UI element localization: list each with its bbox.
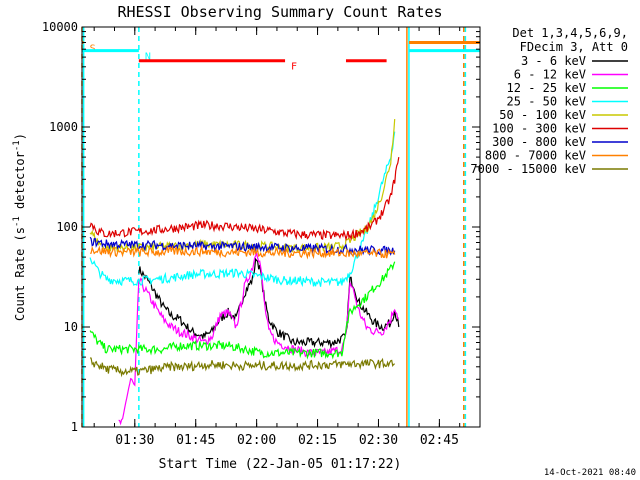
legend-header-line-1: Det 1,3,4,5,6,9, (512, 26, 628, 40)
series-line-6 (89, 236, 396, 257)
axes: 1 10 100 1000 10000 01:30 01:45 02:00 02:15 02:30… (42, 20, 481, 448)
legend-entry-label-6: 300 - 800 keV (492, 135, 586, 149)
legend-entry-label-4: 50 - 100 keV (499, 108, 586, 122)
legend-entry-label-3: 25 - 50 keV (507, 95, 586, 109)
status-bar-label-1: N (145, 52, 151, 63)
legend-header-line-2: FDecim 3, Att 0 (520, 40, 628, 54)
series-line-8 (89, 357, 396, 378)
x-tick-label-3: 02:15 (298, 433, 337, 448)
y-tick-label-1: 10 (64, 320, 78, 334)
legend-entry-label-7: 800 - 7000 keV (485, 149, 586, 163)
series-line-0 (138, 257, 400, 350)
plot-content: S N F (81, 27, 480, 427)
chart-title: RHESSI Observing Summary Count Rates (117, 3, 442, 21)
legend-entry-label-8: 7000 - 15000 keV (470, 162, 586, 176)
y-axis-label-end: ) (13, 133, 27, 140)
series-line-7 (90, 244, 396, 260)
x-tick-label-5: 02:45 (420, 433, 459, 448)
series-line-4 (89, 119, 396, 255)
x-tick-label-1: 01:45 (176, 433, 215, 448)
legend-entry-label-1: 6 - 12 keV (514, 68, 586, 82)
y-axis-label-mid: detector (13, 151, 27, 216)
y-axis-label-main: Count Rate (s (13, 227, 27, 321)
y-tick-label-0: 1 (71, 420, 78, 434)
legend-entry-label-0: 3 - 6 keV (521, 54, 586, 68)
y-axis-label-sup2: -1 (12, 140, 22, 151)
y-tick-label-4: 10000 (42, 20, 78, 34)
status-bar-label-0: S (90, 43, 96, 54)
x-axis-label: Start Time (22-Jan-05 01:17:22) (159, 457, 402, 472)
footer-date: 14-Oct-2021 08:40 (544, 468, 636, 478)
x-tick-label-0: 01:30 (115, 433, 154, 448)
legend: Det 1,3,4,5,6,9, FDecim 3, Att 0 3 - 6 k… (470, 26, 628, 176)
series-line-5 (89, 157, 400, 242)
legend-entry-label-5: 100 - 300 keV (492, 122, 586, 136)
series-line-2 (89, 261, 396, 360)
series-line-3 (89, 131, 396, 288)
plot-frame (81, 26, 481, 428)
y-axis-label-sup1: -1 (12, 216, 22, 227)
y-axis-label: Count Rate (s-1 detector-1) (12, 133, 27, 321)
x-tick-label-4: 02:30 (359, 433, 398, 448)
status-bar-label-2: F (291, 62, 297, 73)
x-tick-label-2: 02:00 (237, 433, 276, 448)
y-tick-label-3: 1000 (49, 120, 78, 134)
legend-entry-label-2: 12 - 25 keV (507, 81, 586, 95)
series-line-1 (118, 251, 400, 426)
y-tick-label-2: 100 (56, 220, 78, 234)
